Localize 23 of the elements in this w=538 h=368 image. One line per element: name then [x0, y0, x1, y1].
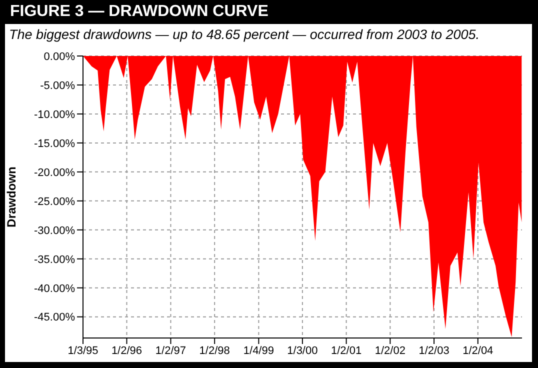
y-tick-label: 0.00%: [44, 50, 76, 63]
x-tick-label: 1/2/98: [199, 344, 230, 357]
y-tick-label: -45.00%: [34, 312, 76, 324]
y-tick-label: -40.00%: [34, 282, 76, 295]
x-tick-label: 1/2/96: [111, 344, 142, 357]
y-tick-label: -20.00%: [34, 166, 76, 179]
chart-title: FIGURE 3 — DRAWDOWN CURVE: [10, 2, 268, 22]
x-tick-label: 1/3/00: [287, 344, 318, 357]
chart-subtitle: The biggest drawdowns — up to 48.65 percent — occurred from 2003 to 2005.: [9, 26, 480, 44]
y-tick-label: -10.00%: [34, 108, 76, 121]
y-tick-label: -35.00%: [34, 254, 76, 266]
y-tick-label: -30.00%: [34, 224, 76, 237]
x-tick-label: 1/2/01: [331, 344, 362, 357]
x-tick-label: 1/2/97: [155, 344, 186, 357]
x-tick-label: 1/4/99: [243, 344, 274, 357]
x-tick-label: 1/2/04: [462, 344, 494, 357]
y-tick-label: -5.00%: [40, 80, 76, 92]
y-tick-label: -15.00%: [34, 138, 76, 150]
x-tick-label: 1/3/95: [68, 344, 98, 357]
y-axis-title: Drawdown: [4, 166, 18, 228]
x-tick-label: 1/2/02: [374, 344, 406, 357]
x-tick-label: 1/2/03: [418, 344, 450, 357]
y-tick-label: -25.00%: [34, 196, 76, 208]
